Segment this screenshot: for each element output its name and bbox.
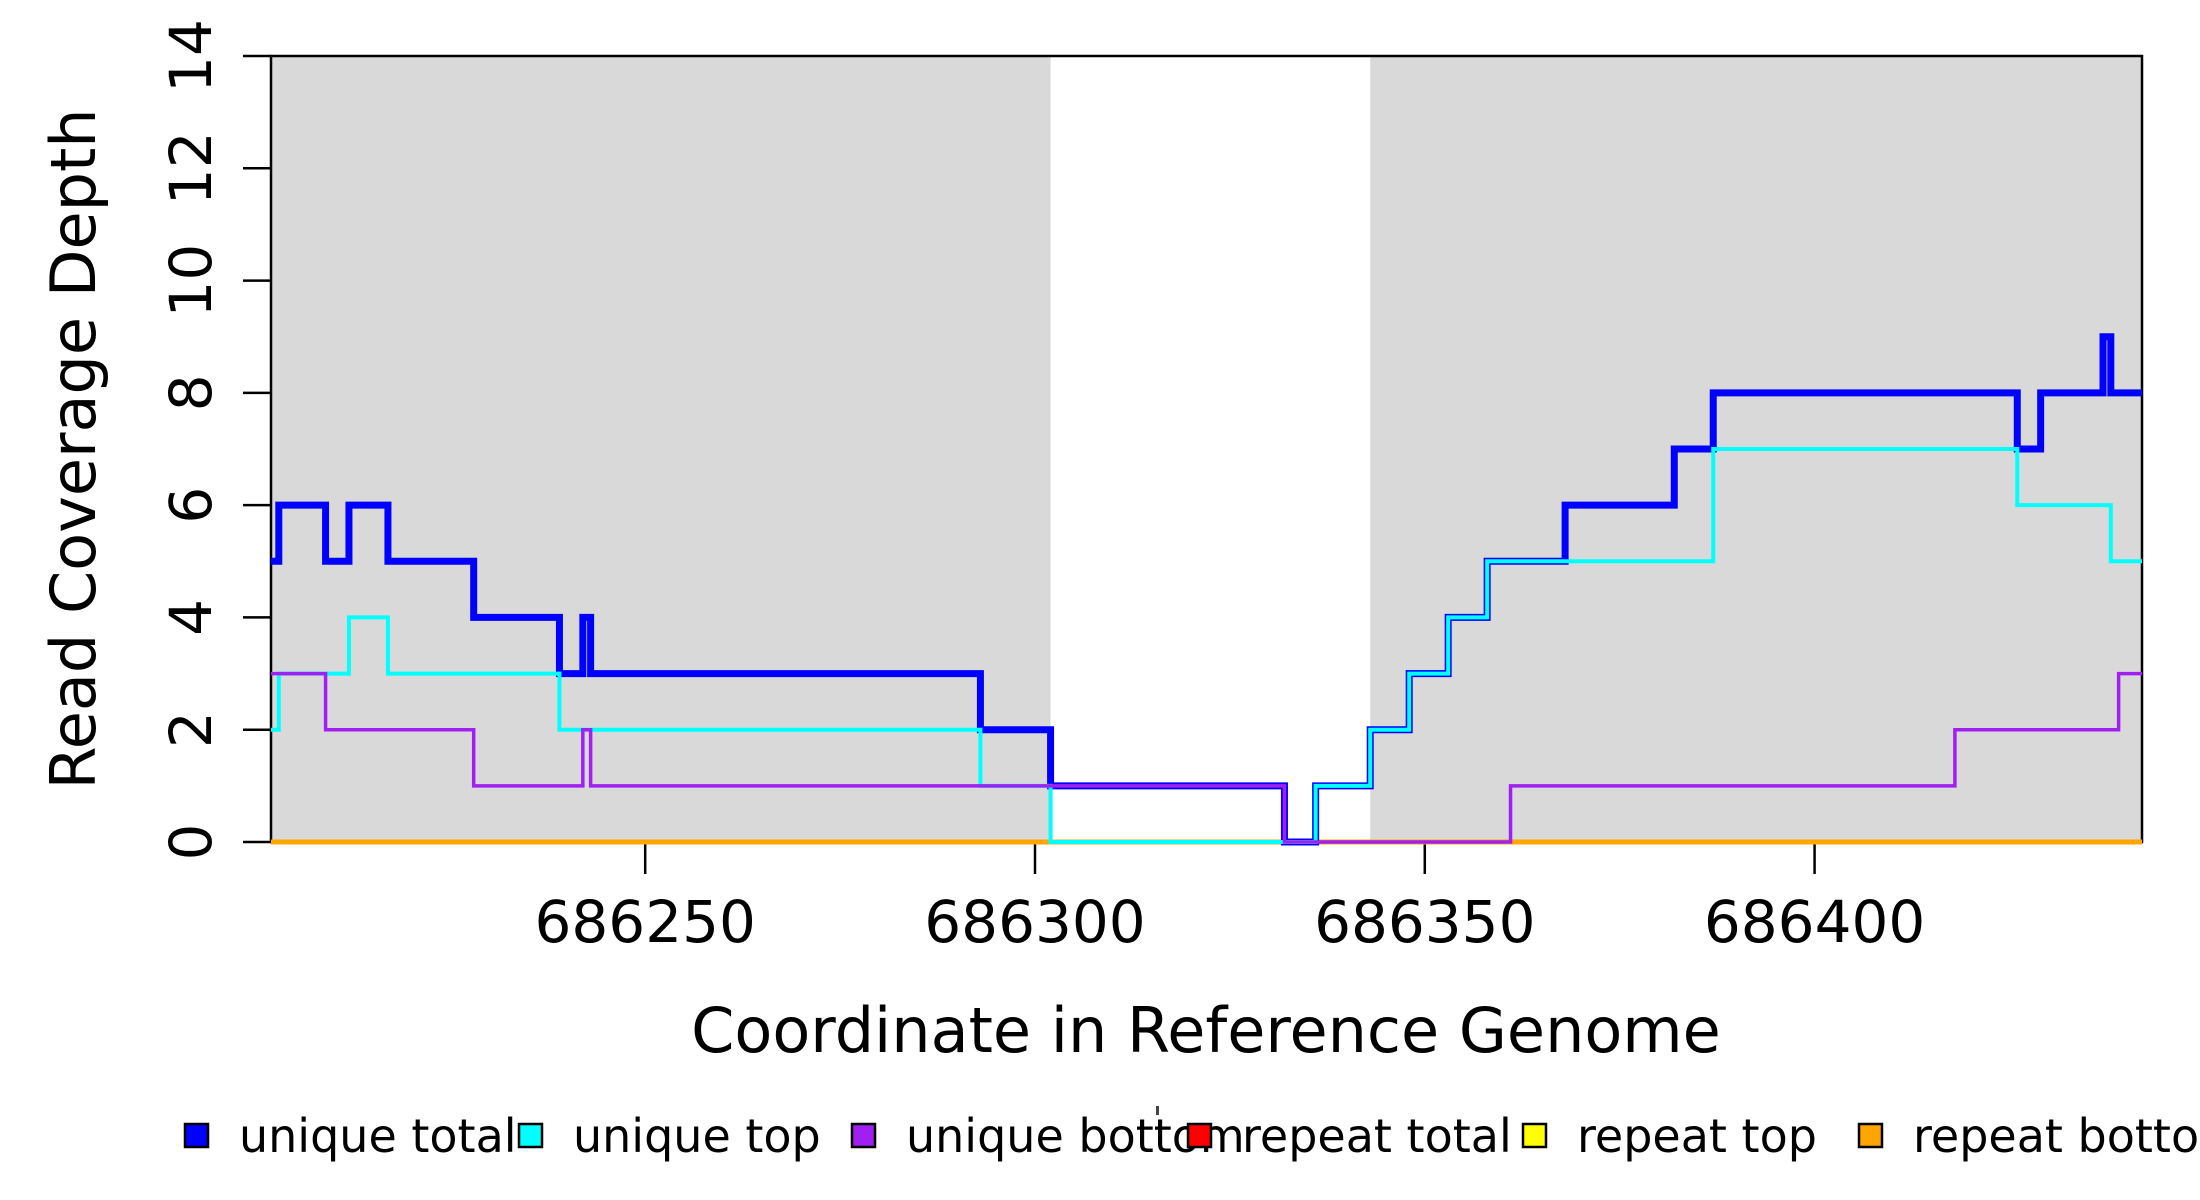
- y-tick-label: 14: [157, 19, 225, 93]
- series-line-unique-top: [271, 447, 2142, 844]
- shaded-region: [271, 56, 1051, 842]
- legend-swatch-repeat-bottom: [1857, 1122, 1884, 1149]
- y-tick-label: 0: [157, 824, 225, 861]
- x-axis-title: Coordinate in Reference Genome: [691, 994, 1721, 1067]
- legend-label-repeat-top: repeat top: [1577, 1109, 1817, 1163]
- legend-swatch-unique-top: [517, 1122, 544, 1149]
- x-tick-label: 686400: [1704, 888, 1925, 956]
- legend-label-repeat-bottom: repeat bottom: [1913, 1109, 2200, 1163]
- y-tick-label: 2: [157, 711, 225, 748]
- legend-swatch-repeat-top: [1521, 1122, 1548, 1149]
- legend-label-unique-top: unique top: [573, 1109, 821, 1163]
- x-tick-label: 686300: [924, 888, 1145, 956]
- legend-swatch-unique-total: [183, 1122, 210, 1149]
- series-line-unique-bottom: [271, 671, 2142, 844]
- legend-label-unique-total: unique total: [239, 1109, 517, 1163]
- x-tick-label: 686350: [1314, 888, 1535, 956]
- artifact-dot: [1156, 1106, 1159, 1115]
- x-tick-label: 686250: [534, 888, 755, 956]
- y-axis-title: Read Coverage Depth: [37, 108, 110, 789]
- legend-label-repeat-total: repeat total: [1242, 1109, 1512, 1163]
- y-tick-label: 8: [157, 374, 225, 411]
- legend-swatch-repeat-total: [1186, 1122, 1213, 1149]
- legend-swatch-unique-bottom: [850, 1122, 877, 1149]
- y-tick-label: 12: [157, 131, 225, 205]
- y-tick-label: 6: [157, 487, 225, 524]
- y-tick-label: 10: [157, 244, 225, 318]
- y-tick-label: 4: [157, 599, 225, 636]
